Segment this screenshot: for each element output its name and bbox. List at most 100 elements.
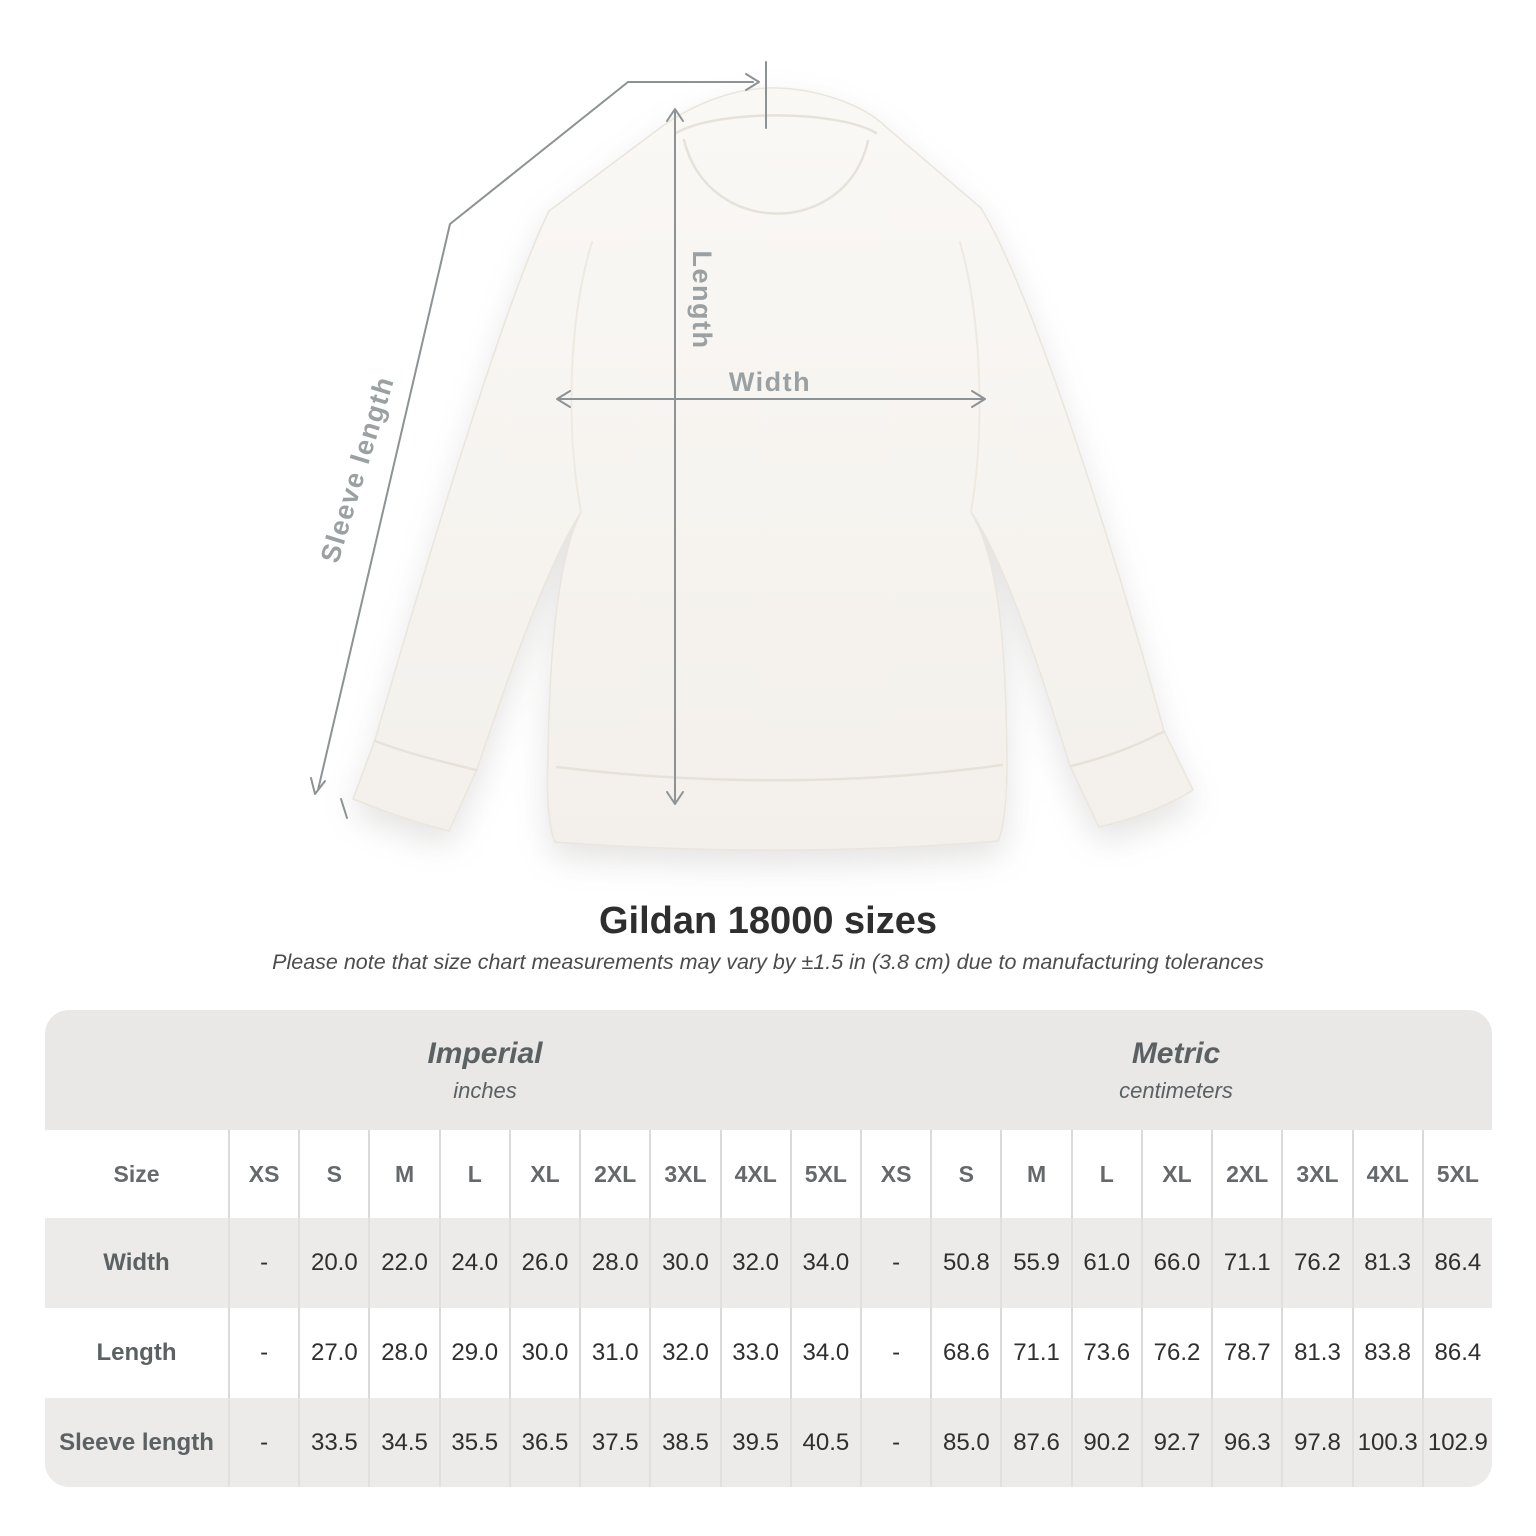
collar-band-seam [674,114,878,135]
table-cell: 32.0 [719,1218,790,1308]
table-cell: 33.0 [719,1308,790,1398]
table-cell: 55.9 [1000,1218,1071,1308]
table-cell: 30.0 [508,1308,580,1398]
end-tick-cuff [340,798,348,819]
table-cell: 40.5 [789,1398,860,1487]
arrowhead-sleeve-end [310,777,326,795]
table-cell: - [228,1218,299,1308]
table-cell: 86.4 [1421,1218,1492,1308]
table-cell: 102.9 [1421,1398,1492,1487]
size-col-header-metric-l: L [1070,1130,1141,1218]
size-col-header-metric-m: M [1000,1130,1071,1218]
table-cell: 86.4 [1421,1308,1492,1398]
table-cell: 90.2 [1070,1398,1141,1487]
arrowhead-left [556,390,571,408]
table-cell: 39.5 [719,1398,790,1487]
size-col-header-imperial-3xl: 3XL [649,1130,720,1218]
table-cell: 83.8 [1351,1308,1422,1398]
table-cell: 71.1 [1000,1308,1071,1398]
table-cell: 92.7 [1140,1398,1212,1487]
arrowhead-down [666,791,684,805]
imperial-header: Imperial inches [45,1010,860,1130]
right-cuff-seam [1069,730,1165,768]
hem-seam [555,763,1004,782]
table-cell: - [228,1308,299,1398]
neckline-seam [682,138,870,215]
table-cell: 35.5 [438,1398,509,1487]
metric-title: Metric [1131,1036,1221,1070]
table-cell: 34.5 [368,1398,439,1487]
width-label: Width [729,367,811,397]
table-cell: 37.5 [579,1398,650,1487]
table-cell: 22.0 [368,1218,439,1308]
table-cell: 20.0 [298,1218,369,1308]
right-armhole-fold [959,241,981,513]
tolerance-note: Please note that size chart measurements… [272,950,1264,974]
size-col-header-metric-xs: XS [859,1130,931,1218]
table-cell: - [859,1308,931,1398]
length-label: Length [687,251,717,350]
table-cell: 26.0 [508,1218,580,1308]
table-cell: 76.2 [1140,1308,1212,1398]
page-title: Gildan 18000 sizes [599,900,937,942]
table-cell: 61.0 [1070,1218,1141,1308]
table-cell: 28.0 [368,1308,439,1398]
table-cell: 36.5 [508,1398,580,1487]
table-cell: - [859,1218,931,1308]
row-label-width: Width [45,1218,228,1308]
table-cell: 50.8 [930,1218,1001,1308]
arrowhead-right [745,73,760,91]
table-cell: 68.6 [930,1308,1001,1398]
table-cell: 97.8 [1281,1398,1352,1487]
table-cell: 27.0 [298,1308,369,1398]
table-cell: 76.2 [1281,1218,1352,1308]
arrowhead-right-2 [971,390,986,408]
title-block: Gildan 18000 sizes Please note that size… [0,898,1536,975]
left-armhole-fold [570,241,593,513]
table-cell: 96.3 [1211,1398,1282,1487]
table-cell: 38.5 [649,1398,720,1487]
table-cell: 28.0 [579,1218,650,1308]
size-col-header-metric-4xl: 4XL [1351,1130,1422,1218]
sleeve-length-label: Sleeve length [315,372,400,566]
sweatshirt-measurement-diagram: Length Width Sleeve length [310,61,1194,851]
table-cell: 34.0 [789,1218,860,1308]
metric-unit: centimeters [1119,1077,1233,1103]
size-col-header-imperial-xs: XS [228,1130,299,1218]
table-cell: 81.3 [1351,1218,1422,1308]
table-cell: 73.6 [1070,1308,1141,1398]
table-cell: 29.0 [438,1308,509,1398]
size-col-header-imperial-5xl: 5XL [789,1130,860,1218]
arrowhead-up [666,108,684,122]
size-column-header: Size [45,1130,228,1218]
sweatshirt-body [352,87,1194,851]
size-col-header-imperial-2xl: 2XL [579,1130,650,1218]
imperial-title: Imperial [427,1036,543,1070]
size-col-header-imperial-s: S [298,1130,369,1218]
size-table: Size XS S M L XL 2XL 3XL 4XL 5XL XS S M L XL 2XL 3XL 4XL 5… [45,1130,1492,1487]
table-cell: 24.0 [438,1218,509,1308]
left-cuff-seam [373,739,478,772]
table-cell: - [859,1398,931,1487]
size-col-header-metric-5xl: 5XL [1421,1130,1492,1218]
table-cell: 34.0 [789,1308,860,1398]
table-cell: 78.7 [1211,1308,1282,1398]
row-label-sleeve-length: Sleeve length [45,1398,228,1487]
table-cell: 31.0 [579,1308,650,1398]
table-cell: 33.5 [298,1398,369,1487]
row-label-length: Length [45,1308,228,1398]
table-cell: 71.1 [1211,1218,1282,1308]
size-col-header-metric-2xl: 2XL [1211,1130,1282,1218]
size-chart-card: Imperial inches Metric centimeters Size X… [45,1010,1492,1487]
size-col-header-metric-3xl: 3XL [1281,1130,1352,1218]
size-col-header-metric-xl: XL [1140,1130,1212,1218]
sweatshirt-illustration [352,87,1194,851]
size-col-header-imperial-xl: XL [508,1130,580,1218]
table-cell: 81.3 [1281,1308,1352,1398]
table-cell: 100.3 [1351,1398,1422,1487]
size-col-header-imperial-l: L [438,1130,509,1218]
table-cell: 30.0 [649,1218,720,1308]
table-cell: 32.0 [649,1308,720,1398]
size-col-header-imperial-m: M [368,1130,439,1218]
table-cell: - [228,1398,299,1487]
